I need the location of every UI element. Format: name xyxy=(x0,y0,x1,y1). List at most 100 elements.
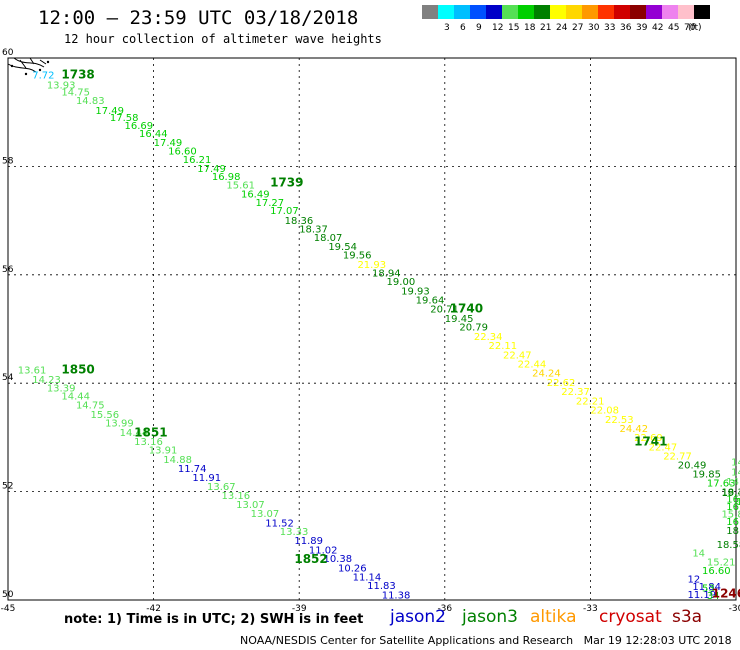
swh-value: 15.56 xyxy=(91,410,120,421)
swh-value: 18.37 xyxy=(299,225,328,236)
legend-label: 21 xyxy=(540,23,552,33)
swh-value: 16.98 xyxy=(726,494,740,505)
swh-value: 16.75 xyxy=(736,497,740,508)
legend-label: 45 xyxy=(668,23,680,33)
swh-value: 15.83 xyxy=(721,510,740,521)
swh-value: 18.07 xyxy=(314,233,343,244)
swh-value: 16.60 xyxy=(702,566,731,577)
footer-note: note: 1) Time is in UTC; 2) SWH is in fe… xyxy=(64,612,364,627)
legend-swatch xyxy=(630,5,646,19)
swh-value: 17.49 xyxy=(154,138,183,149)
legend-label: 70 xyxy=(684,23,696,33)
greenland-coastline xyxy=(7,57,50,76)
swh-value: 22.47 xyxy=(503,350,532,361)
swh-value: 17.49 xyxy=(197,164,226,175)
swh-value: 7.72 xyxy=(32,71,54,82)
legend-label: 12 xyxy=(492,23,504,33)
pass-labels: 1738 1739 1740 1741 1850 1851 1852 1246 xyxy=(61,68,740,601)
swh-value: 11.02 xyxy=(309,545,338,556)
pass-number: 1850 xyxy=(61,362,94,376)
swh-value: 24.42 xyxy=(620,424,649,435)
swh-value: 17.58 xyxy=(110,113,139,124)
legend-label: 24 xyxy=(556,23,568,33)
map-title: 12:00 — 23:59 UTC 03/18/2018 xyxy=(38,7,359,29)
legend-label: 39 xyxy=(636,23,648,33)
satellite-jason3: jason3 xyxy=(462,607,518,627)
swh-value: 11.74 xyxy=(178,464,207,475)
legend-swatch xyxy=(614,5,630,19)
swh-value: 13.99 xyxy=(105,419,134,430)
lon-tick-label: -39 xyxy=(292,604,307,614)
legend-swatch xyxy=(694,5,710,19)
swh-value: 22.11 xyxy=(488,341,517,352)
swh-value: 14.88 xyxy=(163,455,192,466)
swh-value: 13.93 xyxy=(47,80,76,91)
swh-value: 16.44 xyxy=(139,129,168,140)
swh-value: 20.79 xyxy=(459,323,488,334)
legend-swatch xyxy=(534,5,550,19)
swh-value: 16.21 xyxy=(183,155,212,166)
swh-value: 11.38 xyxy=(382,590,411,601)
axis-ticks: -45 -42 -39 -36 -33 -30 60 58 56 54 52 50 xyxy=(1,48,740,614)
swh-value: 11.91 xyxy=(192,473,221,484)
legend-label: 3 xyxy=(444,23,450,33)
swh-value: 22.21 xyxy=(576,396,605,407)
swh-value: 10.38 xyxy=(323,554,352,565)
swh-value: 14.75 xyxy=(76,401,105,412)
swh-value: 14.23 xyxy=(32,375,61,386)
legend-unit: (ft) xyxy=(688,23,702,33)
legend-swatch xyxy=(550,5,566,19)
swh-value: 22.37 xyxy=(561,387,590,398)
swh-value: 15.21 xyxy=(707,557,736,568)
pass-number: 1741 xyxy=(634,435,667,449)
swh-value: 11.14 xyxy=(353,572,382,583)
swh-value: 14 xyxy=(731,467,740,478)
swh-value: 14 xyxy=(692,549,705,560)
legend-swatch xyxy=(422,5,438,19)
swh-value: 22.44 xyxy=(518,359,547,370)
lon-tick-label: -33 xyxy=(583,604,598,614)
swh-value: 16.98 xyxy=(212,172,241,183)
swh-value: 34 xyxy=(707,591,720,602)
swh-value: 22.69 xyxy=(634,433,663,444)
swh-value: 17.07 xyxy=(270,206,299,217)
swh-value: 17.49 xyxy=(95,106,124,117)
swh-value: 24.24 xyxy=(532,369,561,380)
legend-swatch xyxy=(662,5,678,19)
swh-value: 13.07 xyxy=(251,509,280,520)
swh-value: 19.54 xyxy=(328,242,357,253)
swh-value: 22.08 xyxy=(590,406,619,417)
pass-number: 1852 xyxy=(294,552,327,566)
swh-value: 13.16 xyxy=(222,491,251,502)
swh-value: 10.26 xyxy=(338,563,367,574)
pass-number: 1740 xyxy=(450,302,483,316)
legend-swatch xyxy=(486,5,502,19)
swh-value: 14.44 xyxy=(120,428,149,439)
swh-value: 13.16 xyxy=(134,437,163,448)
swh-value: 18.56 xyxy=(726,526,740,537)
swh-value: 20.71 xyxy=(430,305,459,316)
map-frame xyxy=(7,57,737,601)
swh-value: 11.89 xyxy=(294,536,323,547)
swh-value: 11.19 xyxy=(687,590,716,601)
lat-tick-label: 54 xyxy=(2,373,14,383)
legend-swatch xyxy=(518,5,534,19)
swh-value: 19.64 xyxy=(416,296,445,307)
swh-value: 22.53 xyxy=(605,415,634,426)
swh-value: 19.93 xyxy=(401,286,430,297)
swh-value: 22.47 xyxy=(649,442,678,453)
legend-label: 27 xyxy=(572,23,584,33)
footer-credit: NOAA/NESDIS Center for Satellite Applica… xyxy=(240,634,732,647)
legend-label: 42 xyxy=(652,23,664,33)
lat-tick-label: 58 xyxy=(2,156,14,166)
swh-value: 13.07 xyxy=(236,500,265,511)
satellite-jason2: jason2 xyxy=(390,607,446,627)
swh-value: 16.69 xyxy=(124,121,153,132)
pass-number: 1246 xyxy=(712,586,740,600)
satellite-s3a: s3a xyxy=(672,607,703,627)
swh-value: 18.16 xyxy=(721,487,740,498)
swh-value: 17.27 xyxy=(256,198,285,209)
swh-value: 12 xyxy=(687,575,700,586)
swh-value: 13.67 xyxy=(207,482,236,493)
swh-value: 11.83 xyxy=(367,581,396,592)
